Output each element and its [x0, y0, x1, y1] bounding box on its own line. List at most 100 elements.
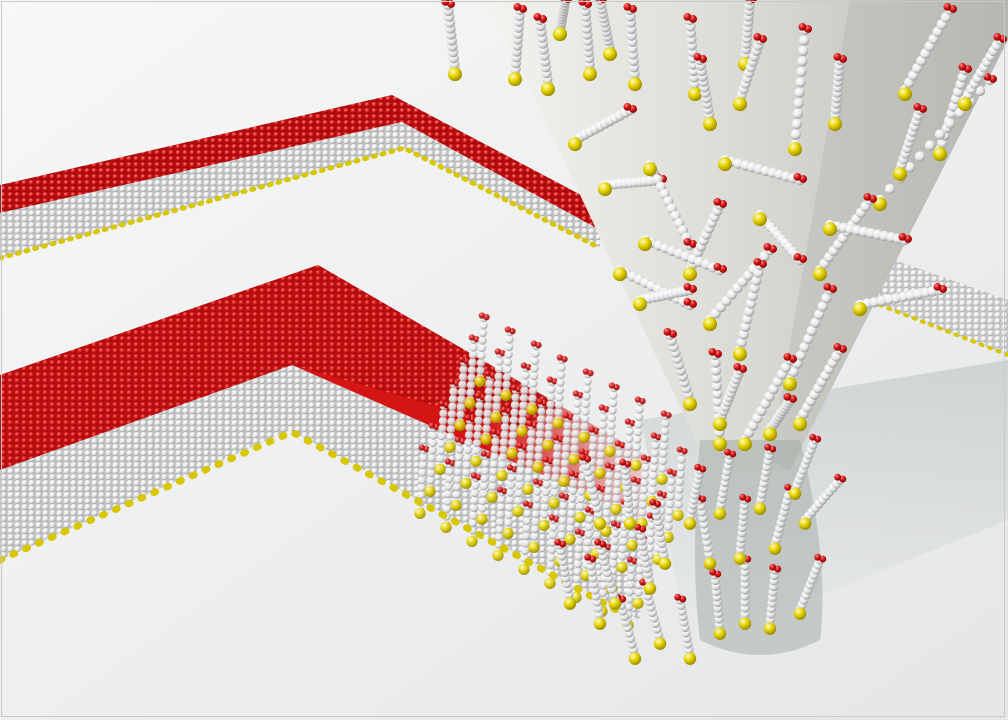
molecule — [466, 472, 482, 548]
molecule — [852, 282, 948, 317]
molecule — [822, 219, 913, 246]
lower-stripe-anchor-row — [0, 428, 624, 616]
molecule — [712, 362, 748, 432]
molecule — [656, 410, 672, 486]
molecule — [474, 312, 490, 388]
molecule — [733, 493, 752, 565]
meniscus-molecules — [554, 433, 847, 665]
molecule — [623, 2, 643, 92]
molecule — [480, 370, 496, 446]
tip-molecules — [441, 0, 1008, 452]
molecule — [538, 456, 554, 532]
molecule — [506, 384, 522, 460]
molecule — [460, 414, 476, 490]
molecule — [542, 376, 558, 452]
molecule — [564, 470, 580, 546]
molecule — [532, 398, 548, 474]
molecule — [414, 444, 430, 520]
molecule — [528, 478, 544, 554]
molecule — [610, 440, 626, 516]
molecule — [492, 486, 508, 562]
upper-stripe-head-surface — [0, 95, 600, 230]
molecule — [674, 593, 697, 665]
upper-stripe-anchor-row — [0, 145, 603, 261]
molecule — [533, 12, 556, 97]
molecule — [500, 326, 516, 402]
molecule — [424, 422, 440, 498]
molecule — [662, 468, 678, 544]
upper-stripe-chain-wall — [0, 122, 600, 258]
molecule — [752, 209, 808, 266]
molecule — [444, 378, 460, 454]
molecule — [490, 348, 506, 424]
molecule — [507, 2, 528, 87]
molecule — [470, 392, 486, 468]
right-edge-chain-wall — [880, 255, 1008, 355]
molecule — [732, 32, 768, 112]
molecule — [792, 342, 848, 432]
molecule — [634, 523, 657, 595]
molecule — [552, 0, 572, 42]
molecule — [454, 356, 470, 432]
molecule — [568, 390, 584, 466]
lower-stripe-fading-molecules — [414, 312, 688, 632]
molecule — [594, 404, 610, 480]
molecule — [637, 234, 728, 276]
molecule — [579, 453, 607, 530]
molecule — [450, 436, 466, 512]
molecule — [768, 483, 797, 555]
molecule — [717, 154, 808, 186]
molecule — [441, 0, 463, 82]
molecule — [788, 433, 822, 500]
molecule — [578, 0, 598, 82]
molecule — [578, 368, 594, 444]
molecule — [502, 464, 518, 540]
molecule — [762, 392, 798, 442]
molecule — [594, 538, 622, 610]
molecule — [753, 443, 777, 515]
molecule — [552, 354, 568, 430]
molecule — [732, 257, 768, 362]
molecule — [649, 498, 672, 570]
molecule — [932, 62, 973, 162]
molecule — [434, 400, 450, 476]
molecule — [554, 538, 577, 610]
molecule — [567, 102, 638, 152]
molecule — [693, 52, 718, 132]
molecule — [558, 412, 574, 488]
molecule — [632, 282, 698, 312]
molecule — [464, 334, 480, 410]
lower-stripe-head-texture — [0, 265, 560, 470]
molecule — [516, 362, 532, 438]
molecule — [594, 0, 618, 62]
molecule — [672, 446, 688, 522]
molecule — [584, 553, 607, 630]
molecule — [486, 428, 502, 504]
right-edge-monolayer — [878, 255, 1008, 357]
molecule — [827, 52, 848, 132]
molecule — [642, 159, 698, 251]
molecule — [683, 463, 707, 530]
molecule — [737, 352, 798, 452]
molecule — [512, 442, 528, 518]
molecule — [763, 563, 782, 635]
molecule — [897, 2, 958, 102]
molecule — [476, 450, 492, 526]
lower-stripe-chain-wall — [0, 365, 645, 620]
molecule — [522, 420, 538, 496]
molecule — [526, 340, 542, 416]
molecule — [636, 454, 652, 530]
molecule — [793, 553, 827, 620]
upper-monolayer-stripe — [0, 95, 603, 261]
molecule — [892, 102, 928, 182]
lower-monolayer-stripe — [0, 265, 688, 632]
molecule — [619, 458, 637, 530]
molecule — [663, 327, 698, 412]
molecule — [798, 473, 847, 530]
molecule — [957, 32, 1008, 112]
molecule — [630, 396, 646, 472]
molecule — [570, 528, 586, 604]
molecule — [496, 406, 512, 482]
molecule — [713, 448, 737, 520]
